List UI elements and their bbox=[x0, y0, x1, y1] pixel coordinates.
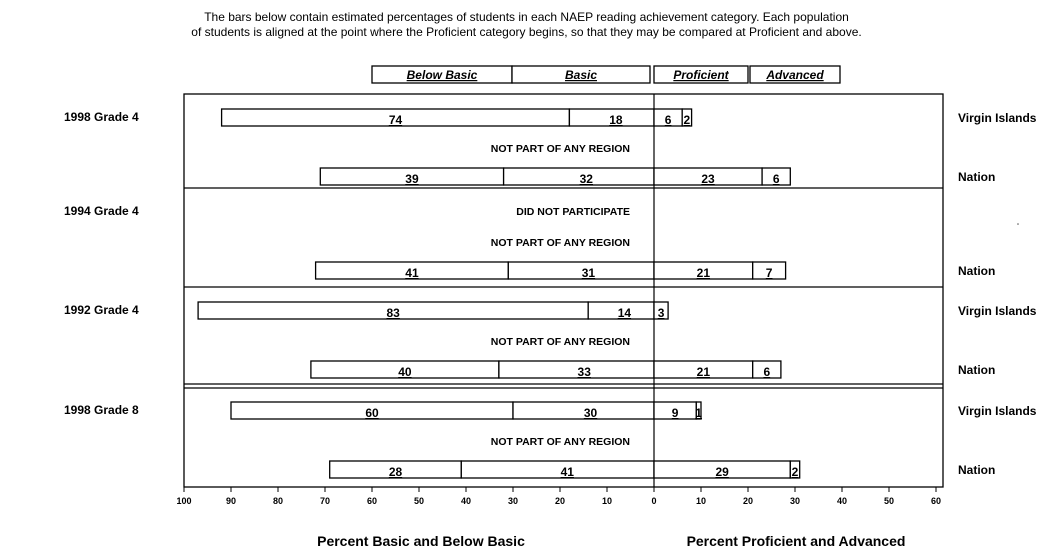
x-tick-label-left: 50 bbox=[414, 496, 424, 506]
bar-basic bbox=[498, 360, 655, 379]
bar-value-below-basic: 39 bbox=[405, 172, 419, 186]
bar-value-basic: 32 bbox=[580, 172, 594, 186]
bar-value-proficient: 29 bbox=[715, 465, 729, 479]
x-tick-label-right: 40 bbox=[837, 496, 847, 506]
bar-advanced bbox=[789, 460, 801, 479]
row-note: NOT PART OF ANY REGION bbox=[491, 237, 630, 249]
bar-advanced bbox=[752, 360, 782, 379]
bar-value-below-basic: 40 bbox=[398, 365, 412, 379]
row-jurisdiction-label: Nation bbox=[958, 264, 995, 278]
bar-value-advanced: 2 bbox=[684, 113, 691, 127]
bar-value-below-basic: 28 bbox=[389, 465, 403, 479]
bar-value-basic: 14 bbox=[618, 306, 632, 320]
row-note: DID NOT PARTICIPATE bbox=[516, 206, 630, 218]
legend-box-proficient bbox=[653, 65, 749, 84]
x-tick-label-right: 30 bbox=[790, 496, 800, 506]
row-jurisdiction-label: Virgin Islands bbox=[958, 404, 1037, 418]
x-tick-label-right: 10 bbox=[696, 496, 706, 506]
x-tick-label-left: 0 bbox=[651, 496, 656, 506]
group-label: 1998 Grade 8 bbox=[64, 403, 139, 417]
bar-advanced bbox=[761, 167, 791, 186]
intro-line-2: of students is aligned at the point wher… bbox=[191, 25, 862, 39]
plot-panel bbox=[183, 93, 944, 488]
group-label: 1998 Grade 4 bbox=[64, 110, 139, 124]
bar-value-advanced: 2 bbox=[792, 465, 799, 479]
row-jurisdiction-label: Nation bbox=[958, 170, 995, 184]
legend-label-below-basic: Below Basic bbox=[407, 68, 478, 82]
group-label: 1994 Grade 4 bbox=[64, 204, 139, 218]
bar-value-proficient: 21 bbox=[697, 365, 711, 379]
row-jurisdiction-label: Nation bbox=[958, 363, 995, 377]
legend-box-basic bbox=[511, 65, 651, 84]
bar-value-below-basic: 41 bbox=[405, 266, 419, 280]
x-tick-label-left: 90 bbox=[226, 496, 236, 506]
bar-value-below-basic: 83 bbox=[386, 306, 400, 320]
row-jurisdiction-label: Virgin Islands bbox=[958, 304, 1037, 318]
legend-label-basic: Basic bbox=[565, 68, 597, 82]
bar-value-advanced: 6 bbox=[763, 365, 770, 379]
x-tick-label-left: 10 bbox=[602, 496, 612, 506]
bar-value-advanced: 1 bbox=[695, 406, 702, 420]
bar-proficient bbox=[653, 301, 669, 320]
row-jurisdiction-label: Nation bbox=[958, 463, 995, 477]
row-note: NOT PART OF ANY REGION bbox=[491, 336, 630, 348]
bar-value-below-basic: 60 bbox=[365, 406, 379, 420]
bar-value-below-basic: 74 bbox=[389, 113, 403, 127]
bar-value-proficient: 3 bbox=[658, 306, 665, 320]
x-axis-label-right: Percent Proficient and Advanced bbox=[687, 533, 906, 549]
x-tick-label-right: 20 bbox=[743, 496, 753, 506]
x-tick-label-left: 40 bbox=[461, 496, 471, 506]
bar-basic bbox=[460, 460, 655, 479]
row-note: NOT PART OF ANY REGION bbox=[491, 436, 630, 448]
x-tick-label-left: 70 bbox=[320, 496, 330, 506]
intro-line-1: The bars below contain estimated percent… bbox=[204, 10, 849, 24]
bar-value-basic: 30 bbox=[584, 406, 598, 420]
legend-label-proficient: Proficient bbox=[673, 68, 729, 82]
legend-box-advanced bbox=[749, 65, 841, 84]
x-tick-label-left: 80 bbox=[273, 496, 283, 506]
x-tick-label-right: 50 bbox=[884, 496, 894, 506]
x-tick-label-left: 30 bbox=[508, 496, 518, 506]
legend-label-advanced: Advanced bbox=[765, 68, 824, 82]
bar-value-proficient: 21 bbox=[697, 266, 711, 280]
row-jurisdiction-label: Virgin Islands bbox=[958, 111, 1037, 125]
x-tick-label-right: 60 bbox=[931, 496, 941, 506]
x-axis-label-left: Percent Basic and Below Basic bbox=[317, 533, 525, 549]
bar-value-proficient: 6 bbox=[665, 113, 672, 127]
bar-value-advanced: 7 bbox=[766, 266, 773, 280]
bar-advanced bbox=[681, 108, 693, 127]
x-tick-label-left: 20 bbox=[555, 496, 565, 506]
row-note: NOT PART OF ANY REGION bbox=[491, 143, 630, 155]
bar-value-basic: 31 bbox=[582, 266, 596, 280]
bar-value-basic: 33 bbox=[578, 365, 592, 379]
x-tick-label-left: 60 bbox=[367, 496, 377, 506]
x-tick-label-left: 100 bbox=[176, 496, 191, 506]
bar-advanced bbox=[695, 401, 702, 420]
group-label: 1992 Grade 4 bbox=[64, 303, 139, 317]
bar-value-basic: 18 bbox=[609, 113, 623, 127]
bar-value-proficient: 23 bbox=[701, 172, 715, 186]
bar-value-basic: 41 bbox=[561, 465, 575, 479]
bar-value-proficient: 9 bbox=[672, 406, 679, 420]
bar-value-advanced: 6 bbox=[773, 172, 780, 186]
bar-advanced bbox=[752, 261, 787, 280]
speck-mark bbox=[1017, 223, 1019, 225]
